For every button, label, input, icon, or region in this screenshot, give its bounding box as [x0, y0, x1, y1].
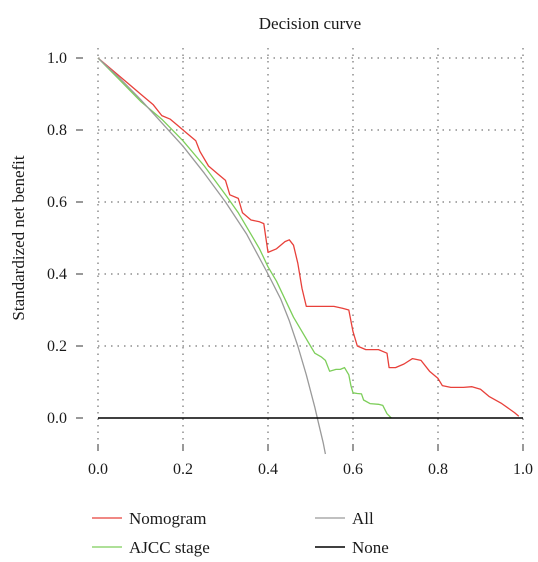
x-tick-label: 0.8 — [428, 461, 448, 478]
legend-label-ajcc-stage: AJCC stage — [129, 538, 210, 557]
x-tick-label: 0.4 — [258, 461, 278, 478]
x-tick-label: 1.0 — [513, 461, 533, 478]
series-line-all — [97, 57, 327, 455]
series-line-nomogram — [97, 57, 520, 417]
x-tick-label: 0.0 — [88, 461, 108, 478]
series-lines — [97, 57, 523, 455]
x-tick-label: 0.2 — [173, 461, 193, 478]
y-tick-label: 0.6 — [47, 194, 67, 211]
legend: Nomogram AJCC stage All None — [92, 509, 389, 557]
y-tick-label: 0.2 — [47, 338, 67, 355]
y-tick-label: 0.4 — [47, 266, 67, 283]
y-tick-label: 1.0 — [47, 50, 67, 67]
grid-lines — [97, 48, 525, 444]
legend-label-nomogram: Nomogram — [129, 509, 206, 528]
legend-label-all: All — [352, 509, 374, 528]
axes: 0.0 0.2 0.4 0.6 0.8 1.0 0.0 0.2 0.4 0.6 0.8 1.0 — [47, 50, 533, 478]
series-line-ajcc-stage — [97, 57, 392, 419]
chart-title: Decision curve — [259, 14, 361, 33]
legend-label-none: None — [352, 538, 389, 557]
x-tick-label: 0.6 — [343, 461, 363, 478]
y-axis-label: Standardized net benefit — [9, 155, 28, 320]
y-tick-label: 0.8 — [47, 122, 67, 139]
y-tick-label: 0.0 — [47, 410, 67, 427]
